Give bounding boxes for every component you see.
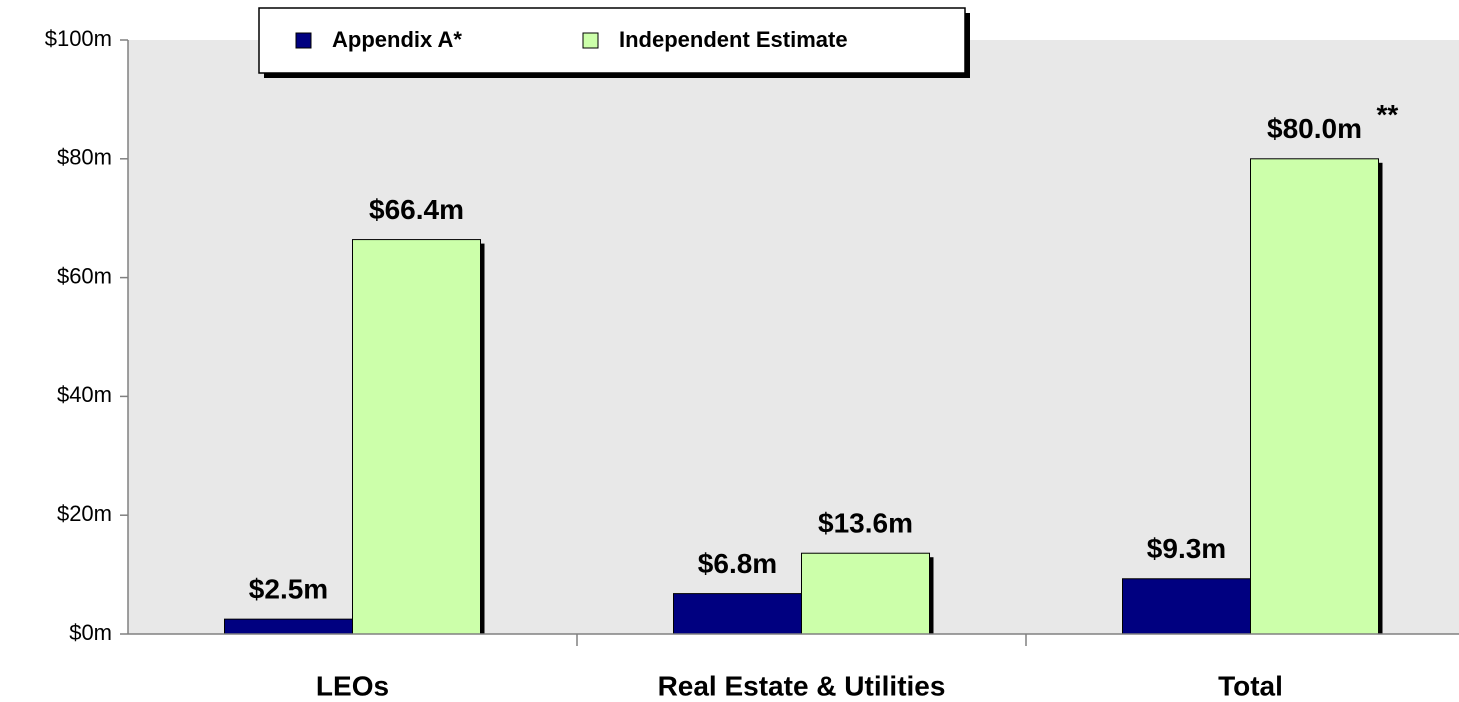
legend (258, 7, 966, 74)
x-tick-label: Real Estate & Utilities (658, 670, 946, 701)
legend-label: Appendix A* (332, 27, 462, 52)
value-label: $6.8m (698, 548, 777, 579)
x-tick-label: LEOs (316, 670, 389, 701)
marks (224, 158, 1383, 635)
value-label: $9.3m (1147, 533, 1226, 564)
legend-label: Independent Estimate (619, 27, 848, 52)
y-tick-label: $40m (57, 382, 112, 407)
legend-swatch (295, 32, 312, 49)
bar (224, 618, 353, 635)
y-tick-label: $20m (57, 501, 112, 526)
value-label: $80.0m (1267, 113, 1362, 144)
bar (673, 593, 802, 635)
plot-area (128, 40, 1459, 634)
value-label: $66.4m (369, 194, 464, 225)
y-tick-label: $80m (57, 145, 112, 170)
legend-swatch (582, 32, 599, 49)
value-label: $2.5m (249, 574, 328, 605)
x-tick-label: Total (1218, 670, 1283, 701)
bar (1122, 578, 1251, 635)
bar (801, 552, 930, 635)
bar (1250, 158, 1379, 635)
y-tick-label: $60m (57, 263, 112, 288)
value-label: $13.6m (818, 508, 913, 539)
bar (352, 239, 481, 635)
annotation: ** (1377, 99, 1399, 130)
y-tick-label: $0m (69, 620, 112, 645)
y-tick-label: $100m (45, 26, 112, 51)
